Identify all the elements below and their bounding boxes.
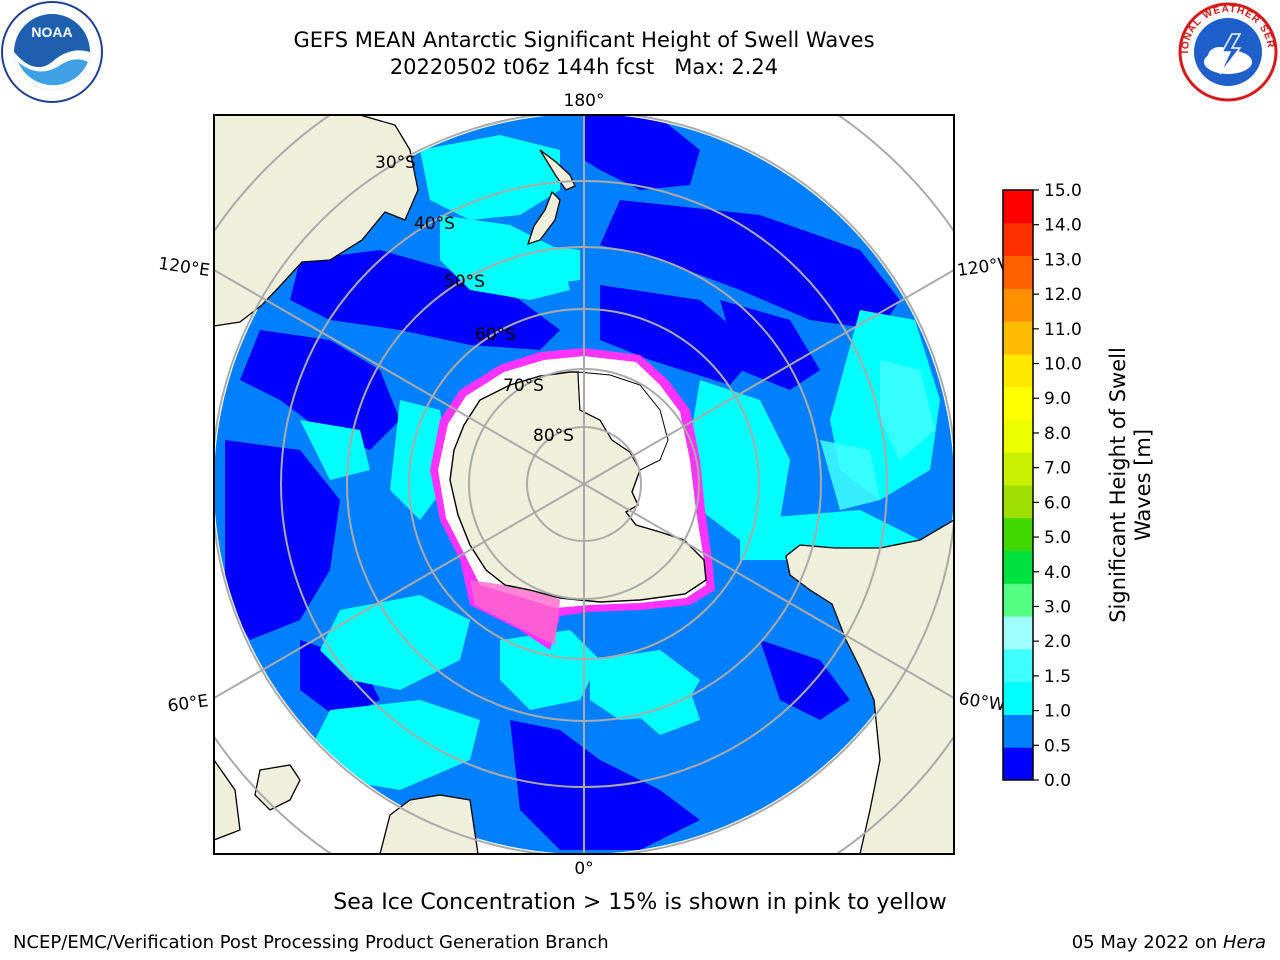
nws-seal-icon: NATIONAL WEATHER SERVICE — [1176, 0, 1278, 102]
lon-label-lower-left: 60°E — [166, 691, 209, 716]
colorbar-swatch — [1003, 321, 1033, 355]
lat-label-80s: 80°S — [533, 426, 574, 446]
colorbar-tick-label: 1.0 — [1044, 702, 1071, 722]
colorbar-tick-label: 0.0 — [1044, 771, 1071, 791]
colorbar-tick-label: 9.0 — [1044, 389, 1071, 409]
colorbar-swatch — [1003, 550, 1033, 584]
machine-name: Hera — [1222, 932, 1266, 953]
swell-light-regions — [820, 360, 935, 510]
colorbar-label-line2: Waves [m] — [1131, 428, 1155, 542]
colorbar-tick-label: 14.0 — [1044, 216, 1082, 236]
lat-label-50s: 50°S — [444, 272, 485, 292]
chart-subtitle: 20220502 t06z 144h fcst Max: 2.24 — [389, 55, 779, 79]
colorbar-swatch — [1003, 386, 1033, 420]
colorbar-swatch — [1003, 583, 1033, 617]
colorbar-tick-label: 7.0 — [1044, 459, 1071, 479]
colorbar-tick-label: 1.5 — [1044, 667, 1071, 687]
lat-label-30s: 30°S — [375, 153, 416, 173]
colorbar-swatch — [1003, 517, 1033, 552]
new-zealand-south-land — [526, 190, 561, 246]
antarctica-ice-shelf — [577, 371, 669, 471]
lat-label-40s: 40°S — [414, 214, 455, 234]
colorbar-tick-label: 8.0 — [1044, 424, 1071, 444]
colorbar-swatch — [1003, 648, 1033, 683]
colorbar-swatch — [1003, 747, 1033, 781]
sea-ice-note: Sea Ice Concentration > 15% is shown in … — [333, 890, 947, 915]
colorbar-tick-label: 12.0 — [1044, 285, 1082, 305]
noaa-logo-text: NOAA — [31, 24, 72, 40]
producer-credit: NCEP/EMC/Verification Post Processing Pr… — [13, 932, 609, 953]
lat-label-60s: 60°S — [475, 325, 516, 345]
colorbar-tick-label: 15.0 — [1044, 181, 1082, 201]
australia-land — [214, 115, 419, 327]
colorbar-swatch — [1003, 190, 1033, 224]
colorbar-swatch — [1003, 452, 1033, 486]
sea-ice-dense — [470, 580, 560, 645]
colorbar-swatch — [1003, 288, 1033, 322]
colorbar-label-line1: Significant Height of Swell — [1106, 347, 1130, 623]
colorbar-swatch — [1003, 681, 1033, 715]
run-date-text: 05 May 2022 on — [1071, 932, 1223, 953]
map-frame — [213, 114, 955, 855]
colorbar-swatch — [1003, 616, 1033, 650]
colorbar-swatch — [1003, 485, 1033, 519]
colorbar-swatch — [1003, 353, 1033, 388]
lon-label-lower-right: 60°W — [957, 689, 1006, 715]
land-masses — [214, 115, 954, 854]
run-date: 05 May 2022 on Hera — [1072, 932, 1266, 953]
noaa-seal-icon: NOAA — [1, 1, 103, 103]
graticule — [214, 115, 954, 854]
colorbar-swatch — [1003, 222, 1033, 257]
colorbar-tick-label: 6.0 — [1044, 493, 1071, 513]
colorbar-tick-label: 4.0 — [1044, 563, 1071, 583]
chart-title: GEFS MEAN Antarctic Significant Height o… — [293, 28, 875, 52]
south-america-land — [785, 519, 954, 854]
lat-label-70s: 70°S — [503, 376, 544, 396]
lon-label-top: 180° — [564, 91, 605, 111]
lon-label-upper-left: 120°E — [157, 254, 211, 281]
colorbar-tick-label: 2.0 — [1044, 632, 1071, 652]
swell-low-regions — [225, 115, 900, 850]
colorbar-swatch — [1003, 714, 1033, 748]
colorbar-swatch — [1003, 419, 1033, 453]
colorbar-label: Significant Height of Swell Waves [m] — [1106, 347, 1156, 623]
colorbar-swatch — [1003, 255, 1033, 289]
colorbar: 0.0 0.5 1.0 1.5 2.0 3.0 4.0 5.0 6.0 7.0 8.0 9.0 10.0… — [1002, 181, 1082, 791]
colorbar-tick-label: 10.0 — [1044, 355, 1082, 375]
colorbar-frame — [1002, 189, 1034, 781]
colorbar-tick-label: 13.0 — [1044, 250, 1082, 270]
new-zealand-land — [539, 149, 576, 191]
colorbar-tick-label: 11.0 — [1044, 320, 1082, 340]
colorbar-tick-label: 0.5 — [1044, 736, 1071, 756]
colorbar-tick-label: 5.0 — [1044, 528, 1071, 548]
colorbar-tick-label: 3.0 — [1044, 597, 1071, 617]
lon-label-bottom: 0° — [574, 859, 593, 879]
africa-south-land — [214, 758, 241, 841]
